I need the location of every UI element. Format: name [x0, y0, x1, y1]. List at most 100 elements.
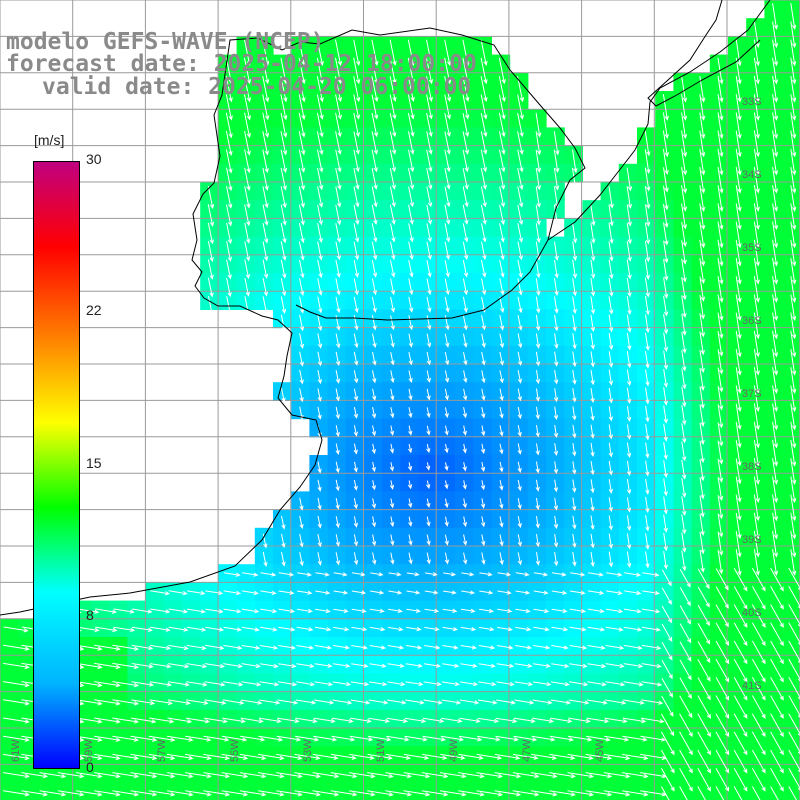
wind-arrow — [663, 185, 669, 211]
wind-arrow — [772, 403, 779, 431]
latitude-label: 36S — [742, 315, 762, 327]
wind-arrow — [572, 497, 577, 512]
wind-arrow — [426, 498, 431, 509]
wind-arrow — [608, 442, 613, 458]
wind-arrow — [499, 552, 504, 566]
wind-arrow — [572, 351, 577, 368]
wind-arrow — [679, 659, 692, 681]
wind-arrow — [317, 296, 323, 314]
wind-arrow — [442, 645, 459, 650]
wind-arrow — [317, 406, 322, 420]
wind-arrow — [624, 590, 642, 596]
wind-arrow — [462, 112, 470, 138]
wind-arrow — [244, 222, 251, 244]
wind-arrow — [207, 185, 215, 210]
wind-arrow — [626, 296, 632, 316]
wind-arrow — [663, 259, 669, 282]
wind-arrow — [567, 753, 594, 760]
wind-arrow — [480, 443, 486, 455]
wind-arrow — [368, 717, 390, 723]
wind-arrow — [517, 498, 522, 510]
wind-arrow — [772, 221, 779, 249]
wind-arrow — [645, 405, 650, 423]
wind-arrow — [608, 296, 614, 315]
wind-arrow — [351, 663, 369, 668]
wind-arrow — [549, 735, 574, 742]
wind-arrow — [514, 699, 535, 705]
wind-arrow — [532, 717, 555, 724]
wind-arrow — [753, 185, 760, 212]
wind-arrow — [335, 259, 341, 279]
wind-arrow — [444, 388, 449, 401]
wind-arrow — [262, 222, 269, 244]
wind-arrow — [444, 260, 450, 278]
wind-arrow — [75, 662, 103, 670]
wind-arrow — [733, 604, 748, 628]
wind-arrow — [226, 204, 233, 227]
wind-arrow — [499, 315, 505, 331]
wind-arrow — [317, 278, 323, 296]
longitude-label: 49W — [448, 739, 460, 762]
wind-arrow — [735, 276, 742, 303]
wind-arrow — [623, 663, 644, 669]
wind-arrow — [299, 497, 304, 511]
wind-arrow — [790, 330, 797, 358]
wind-arrow — [605, 681, 626, 687]
wind-arrow — [225, 112, 233, 139]
wind-arrow — [423, 699, 443, 705]
wind-arrow — [298, 112, 306, 138]
wind-arrow — [697, 695, 711, 719]
wind-arrow — [663, 295, 669, 317]
wind-arrow — [390, 223, 396, 243]
wind-arrow — [499, 351, 504, 366]
wind-arrow — [553, 204, 560, 226]
wind-arrow — [735, 385, 742, 413]
wind-arrow — [330, 772, 358, 779]
wind-arrow — [642, 572, 660, 577]
wind-arrow — [462, 443, 467, 454]
wind-arrow — [715, 658, 730, 683]
wind-arrow — [3, 772, 30, 779]
wind-arrow — [753, 94, 760, 121]
wind-arrow — [204, 681, 226, 687]
wind-arrow — [499, 534, 504, 547]
wind-arrow — [335, 425, 340, 438]
wind-arrow — [496, 663, 515, 668]
wind-arrow — [551, 608, 568, 614]
wind-arrow — [244, 76, 252, 103]
wind-arrow — [590, 222, 596, 244]
wind-arrow — [681, 276, 687, 301]
wind-arrow — [587, 645, 606, 650]
wind-arrow — [626, 533, 632, 550]
wind-arrow — [753, 166, 760, 194]
wind-arrow — [75, 681, 103, 688]
wind-arrow — [717, 385, 724, 411]
wind-arrow — [585, 790, 613, 797]
wind-arrow — [426, 39, 434, 67]
wind-arrow — [499, 259, 505, 278]
wind-arrow — [497, 608, 513, 613]
wind-arrow — [462, 407, 468, 419]
wind-arrow — [663, 442, 668, 460]
wind-arrow — [517, 314, 523, 331]
wind-arrow — [515, 572, 530, 577]
wind-arrow — [426, 552, 431, 565]
wind-arrow — [788, 786, 797, 800]
wind-arrow — [531, 735, 556, 742]
wind-arrow — [298, 204, 305, 226]
wind-cell — [782, 673, 800, 693]
wind-arrow — [586, 699, 608, 705]
wind-arrow — [735, 312, 742, 340]
wind-arrow — [426, 315, 432, 331]
wind-arrow — [553, 388, 559, 403]
wind-arrow — [697, 622, 711, 645]
wind-arrow — [390, 352, 395, 366]
wind-arrow — [221, 735, 248, 742]
wind-arrow — [608, 369, 614, 386]
wind-arrow — [387, 699, 407, 705]
wind-arrow — [535, 167, 542, 191]
wind-arrow — [717, 203, 724, 231]
wind-arrow — [772, 276, 779, 303]
wind-arrow — [150, 626, 171, 632]
wind-arrow — [277, 681, 298, 687]
